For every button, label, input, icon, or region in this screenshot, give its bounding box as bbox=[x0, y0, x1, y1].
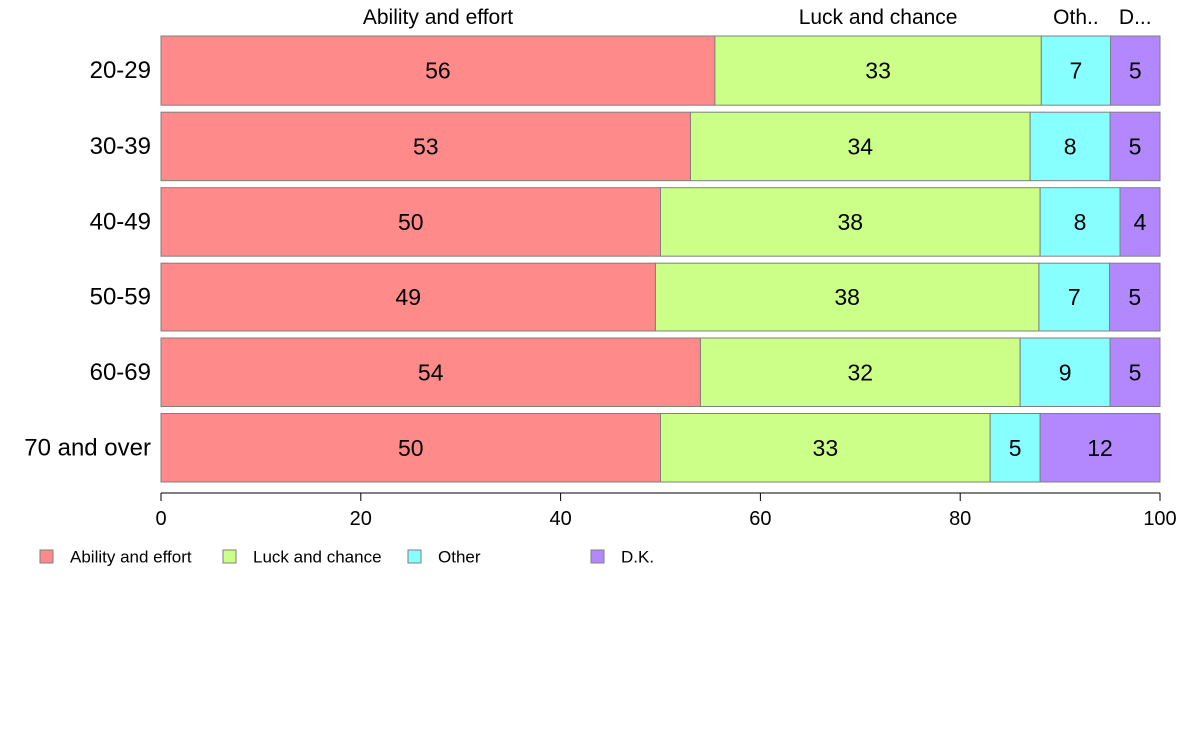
bar-segment-30-39-3 bbox=[1109, 111, 1161, 182]
data-label: 32 bbox=[848, 359, 874, 385]
legend-swatch bbox=[590, 549, 605, 564]
data-label: 33 bbox=[813, 435, 839, 461]
category-label: 50-59 bbox=[90, 284, 151, 311]
category-label: 30-39 bbox=[90, 133, 151, 160]
data-label: 33 bbox=[865, 58, 891, 84]
data-label: 12 bbox=[1087, 435, 1113, 461]
legend-label: D.K. bbox=[621, 548, 654, 567]
series-header: D... bbox=[1119, 6, 1152, 29]
data-label: 54 bbox=[418, 359, 444, 385]
bar-segment-20-29-3 bbox=[1110, 35, 1161, 106]
category-labels: 20-29 30-39 40-49 50-59 60-69 70 and over bbox=[24, 57, 151, 461]
bar-segment-20-29-1 bbox=[714, 35, 1042, 106]
data-label: 53 bbox=[413, 133, 439, 159]
data-label: 50 bbox=[398, 435, 424, 461]
bar-segment-50-59-3 bbox=[1109, 262, 1161, 332]
series-header: Ability and effort bbox=[363, 6, 513, 29]
category-label: 60-69 bbox=[90, 359, 151, 386]
data-label: 5 bbox=[1129, 133, 1142, 159]
data-label: 34 bbox=[848, 133, 874, 159]
bar-segment-40-49-1 bbox=[660, 187, 1041, 257]
bar-segment-50-59-0 bbox=[160, 262, 656, 332]
bar-segment-60-69-2 bbox=[1019, 337, 1111, 407]
bar-segment-70-and-over-0 bbox=[160, 413, 661, 483]
data-label: 7 bbox=[1070, 58, 1083, 84]
data-label: 50 bbox=[398, 209, 424, 235]
data-label: 56 bbox=[425, 58, 451, 84]
category-label: 40-49 bbox=[90, 208, 151, 235]
bars-layer: 56 33 7 5 53 34 8 5 50 38 8 4 49 38 7 5 54 32 9 5 50 33 5 12 bbox=[160, 35, 1161, 483]
bar-segment-30-39-2 bbox=[1029, 111, 1111, 182]
data-label: 5 bbox=[1009, 435, 1022, 461]
x-tick-label: 60 bbox=[749, 508, 771, 530]
series-header: Luck and chance bbox=[799, 6, 958, 29]
series-headers: Ability and effort Luck and chance Oth.. D.… bbox=[363, 6, 1152, 29]
legend-swatch bbox=[39, 549, 54, 564]
data-label: 38 bbox=[834, 284, 860, 310]
data-label: 38 bbox=[838, 209, 864, 235]
x-tick-label: 0 bbox=[155, 508, 166, 530]
data-label: 5 bbox=[1129, 58, 1142, 84]
data-label: 49 bbox=[395, 284, 421, 310]
legend-swatch bbox=[222, 549, 237, 564]
bar-segment-70-and-over-1 bbox=[660, 413, 991, 483]
bar-segment-60-69-3 bbox=[1109, 337, 1161, 407]
data-label: 5 bbox=[1128, 284, 1141, 310]
bar-segment-70-and-over-2 bbox=[989, 413, 1041, 483]
legend: Ability and effort Luck and chance Other D.… bbox=[39, 548, 654, 567]
data-label: 8 bbox=[1064, 133, 1077, 159]
data-label: 9 bbox=[1059, 359, 1072, 385]
x-tick-label: 20 bbox=[350, 508, 372, 530]
data-label: 8 bbox=[1074, 209, 1087, 235]
bar-segment-20-29-2 bbox=[1040, 35, 1112, 106]
category-label: 20-29 bbox=[90, 57, 151, 84]
legend-label: Other bbox=[438, 548, 481, 567]
data-label: 4 bbox=[1134, 209, 1147, 235]
data-label: 7 bbox=[1068, 284, 1081, 310]
legend-label: Luck and chance bbox=[253, 548, 382, 567]
legend-label: Ability and effort bbox=[70, 548, 192, 567]
data-label: 5 bbox=[1129, 359, 1142, 385]
legend-swatch bbox=[407, 549, 422, 564]
bar-segment-30-39-1 bbox=[689, 111, 1031, 182]
x-axis: 0 20 40 60 80 100 bbox=[155, 492, 1177, 530]
bar-segment-20-29-0 bbox=[160, 35, 716, 106]
series-header: Oth.. bbox=[1053, 6, 1099, 29]
x-tick-label: 100 bbox=[1143, 508, 1176, 530]
x-tick-label: 40 bbox=[549, 508, 571, 530]
bar-segment-50-59-1 bbox=[654, 262, 1040, 332]
category-label: 70 and over bbox=[24, 434, 151, 461]
x-tick-label: 80 bbox=[949, 508, 971, 530]
bar-segment-60-69-0 bbox=[160, 337, 701, 407]
bar-segment-40-49-0 bbox=[160, 187, 661, 257]
bar-segment-30-39-0 bbox=[160, 111, 691, 182]
bar-segment-40-49-3 bbox=[1119, 187, 1161, 257]
bar-segment-70-and-over-3 bbox=[1039, 413, 1161, 483]
bar-segment-60-69-1 bbox=[699, 337, 1021, 407]
